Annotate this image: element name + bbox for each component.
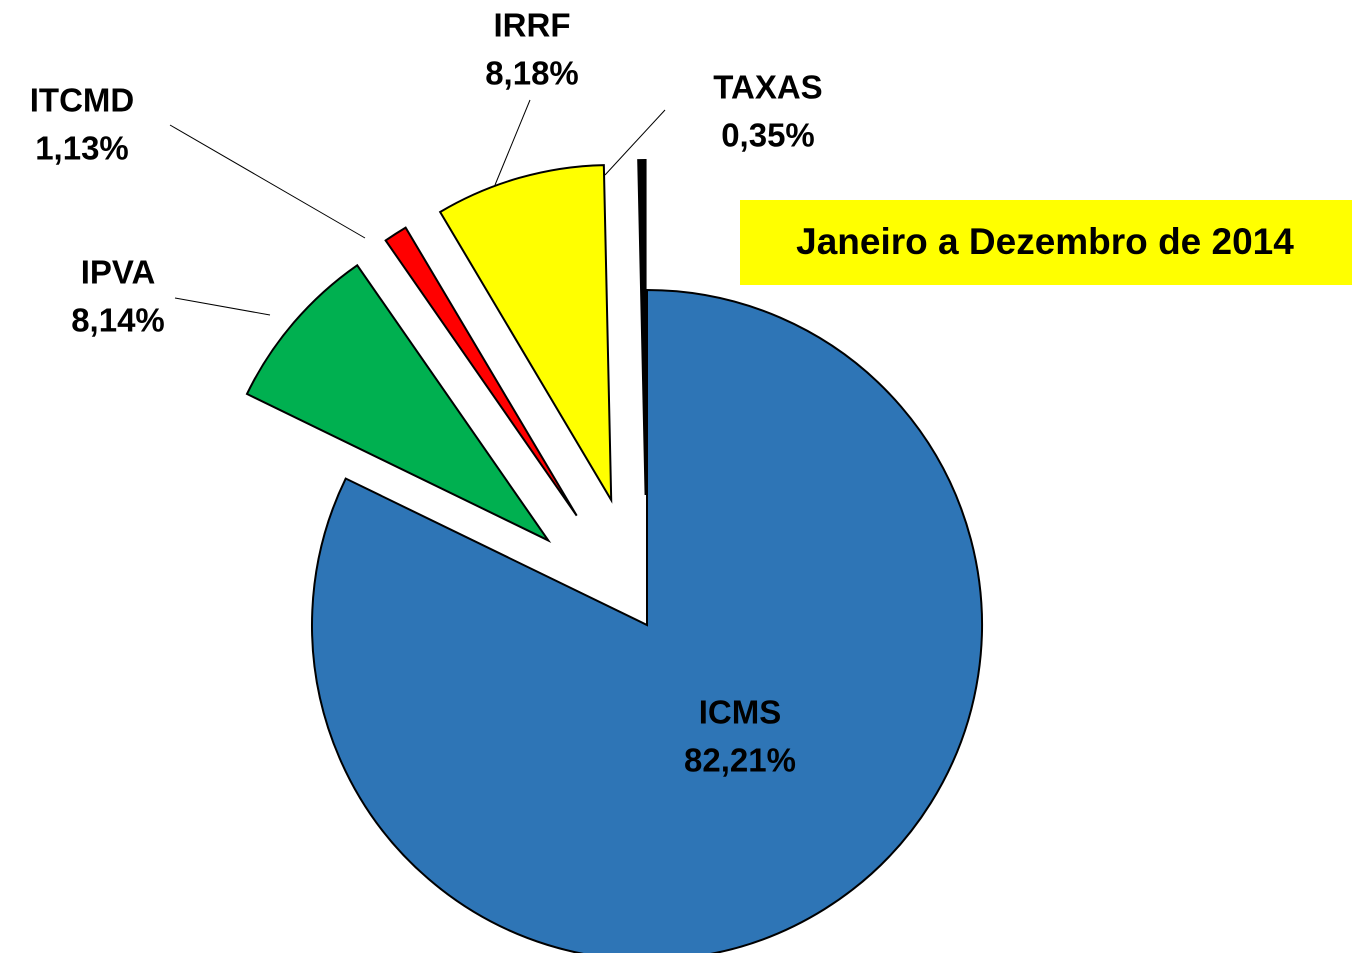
leader-line (174, 297, 271, 316)
leader-line (494, 99, 531, 186)
slice-value: 8,18% (485, 55, 579, 92)
slice-label: TAXAS (713, 69, 822, 106)
slice-label: IRRF (494, 7, 571, 44)
slice-value: 82,21% (684, 742, 796, 779)
labels: ICMS 82,21% IPVA 8,14% ITCMD 1,13% IRRF 8,18% TA… (30, 7, 823, 779)
pie-slice (384, 226, 578, 517)
pie-slice (311, 288, 983, 953)
slice-value: 0,35% (721, 117, 815, 154)
slice-label: ICMS (699, 694, 782, 731)
pie-slice (438, 164, 613, 504)
pie-slice (637, 159, 647, 496)
slice-label: IPVA (81, 254, 156, 291)
leader-line (604, 109, 666, 176)
chart-title: Janeiro a Dezembro de 2014 (796, 221, 1294, 262)
slice-label: ITCMD (30, 82, 134, 119)
title-box (740, 200, 1352, 285)
pie (245, 159, 983, 953)
slice-value: 1,13% (35, 130, 129, 167)
leader-line (169, 124, 366, 239)
pie-slice (245, 263, 552, 544)
slice-value: 8,14% (71, 302, 165, 339)
